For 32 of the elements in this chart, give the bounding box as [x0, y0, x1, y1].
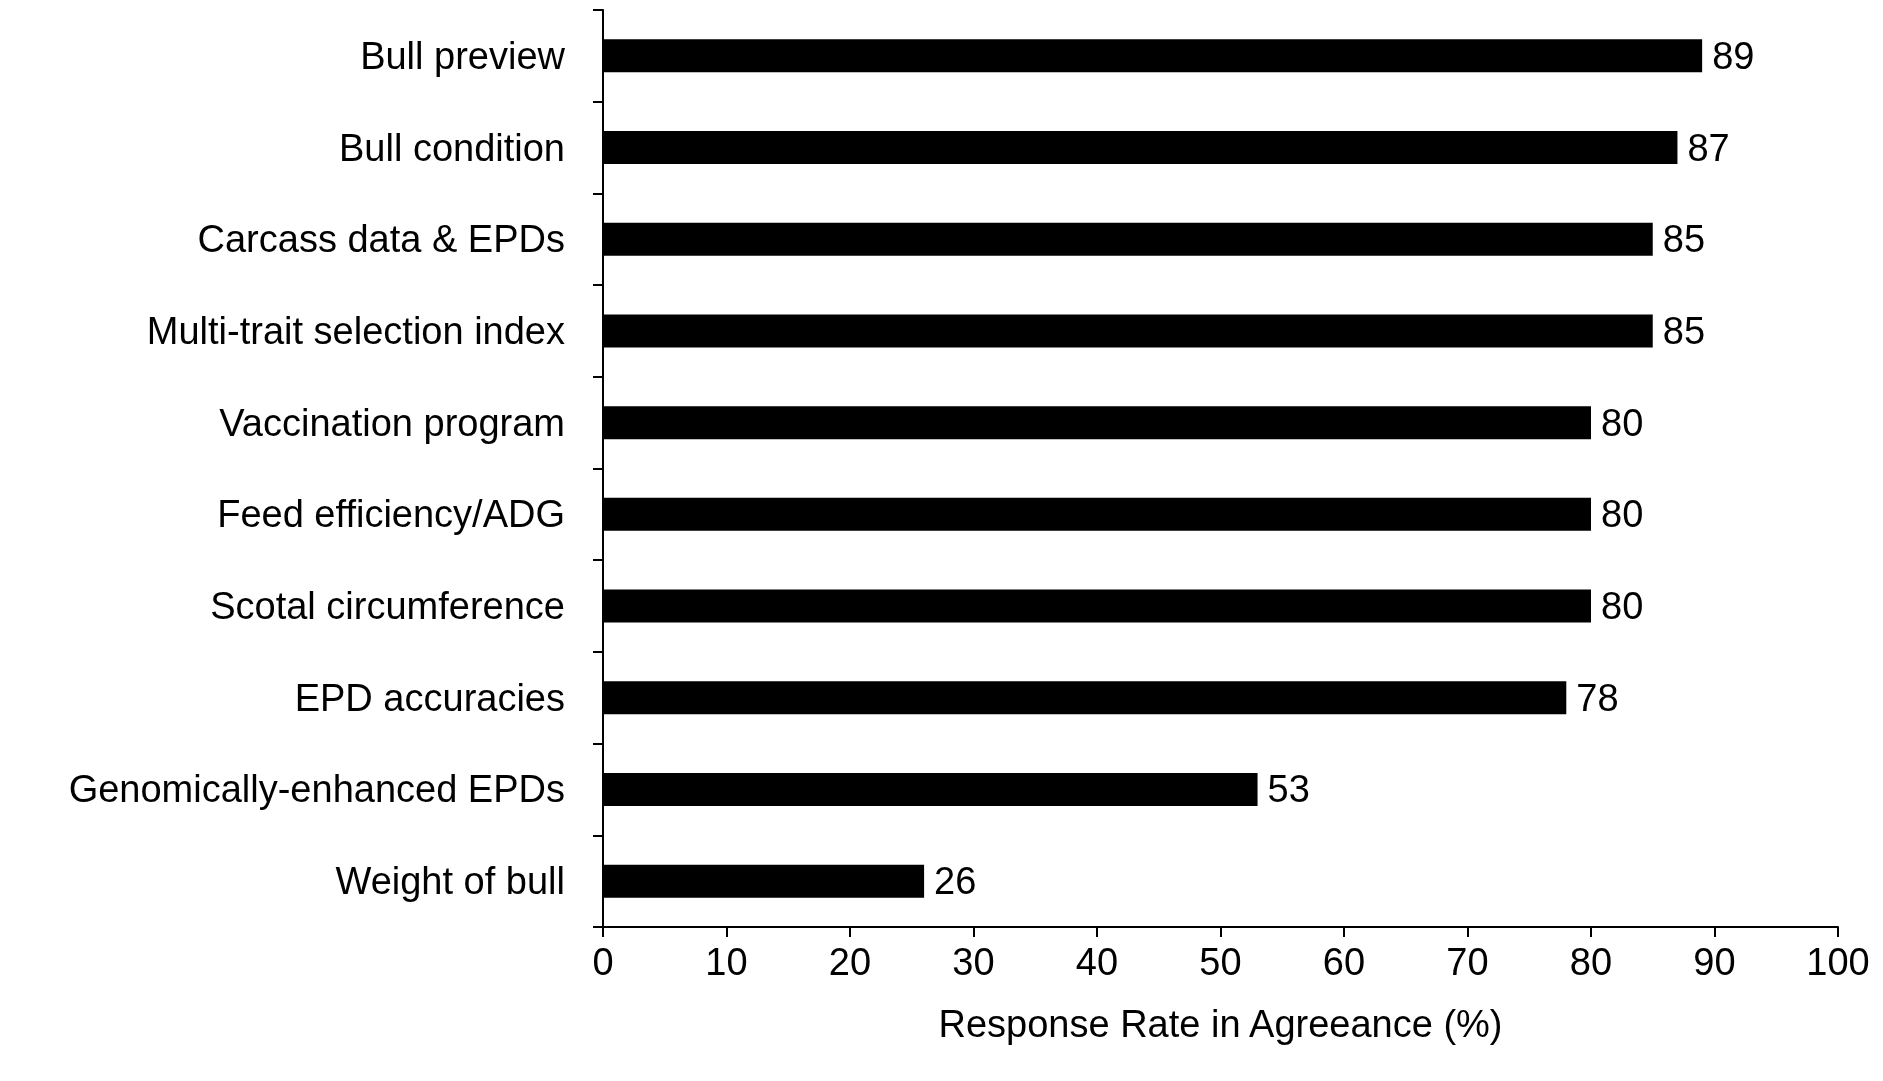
x-tick-label: 60 [1322, 941, 1366, 983]
y-tick-label: Scotal circumference [210, 585, 565, 628]
y-tick-label: Multi-trait selection index [146, 309, 565, 352]
x-tick-label: 40 [1075, 941, 1119, 983]
x-axis-title: Response Rate in Agreeance (%) [938, 1003, 1503, 1045]
y-tick-label: Bull condition [338, 126, 565, 169]
data-label: 26 [934, 860, 977, 903]
data-label: 85 [1662, 218, 1706, 261]
y-tick-label: Weight of bull [335, 860, 565, 903]
data-label: 80 [1601, 493, 1644, 536]
y-tick-label: Carcass data & EPDs [197, 218, 565, 261]
data-label: 78 [1576, 676, 1619, 719]
x-tick-label: 50 [1199, 941, 1242, 983]
data-label: 53 [1267, 768, 1310, 811]
x-tick-label: 0 [592, 941, 614, 983]
x-tick-label: 20 [828, 941, 872, 983]
x-tick-label: 100 [1806, 941, 1870, 983]
data-label: 87 [1687, 126, 1730, 169]
x-tick-label: 80 [1569, 941, 1613, 983]
y-tick-label: Genomically-enhanced EPDs [68, 768, 565, 811]
x-tick-label: 30 [952, 941, 995, 983]
x-tick-label: 10 [705, 941, 748, 983]
y-tick-label: Vaccination program [219, 401, 565, 444]
y-tick-label: Feed efficiency/ADG [217, 493, 565, 536]
data-label: 80 [1601, 585, 1644, 628]
x-tick-label: 90 [1693, 941, 1736, 983]
data-label: 80 [1601, 401, 1644, 444]
data-label: 89 [1712, 34, 1755, 77]
data-label: 85 [1662, 309, 1706, 352]
y-tick-label: EPD accuracies [294, 676, 565, 719]
y-tick-label: Bull preview [360, 34, 566, 77]
x-tick-label: 70 [1446, 941, 1489, 983]
